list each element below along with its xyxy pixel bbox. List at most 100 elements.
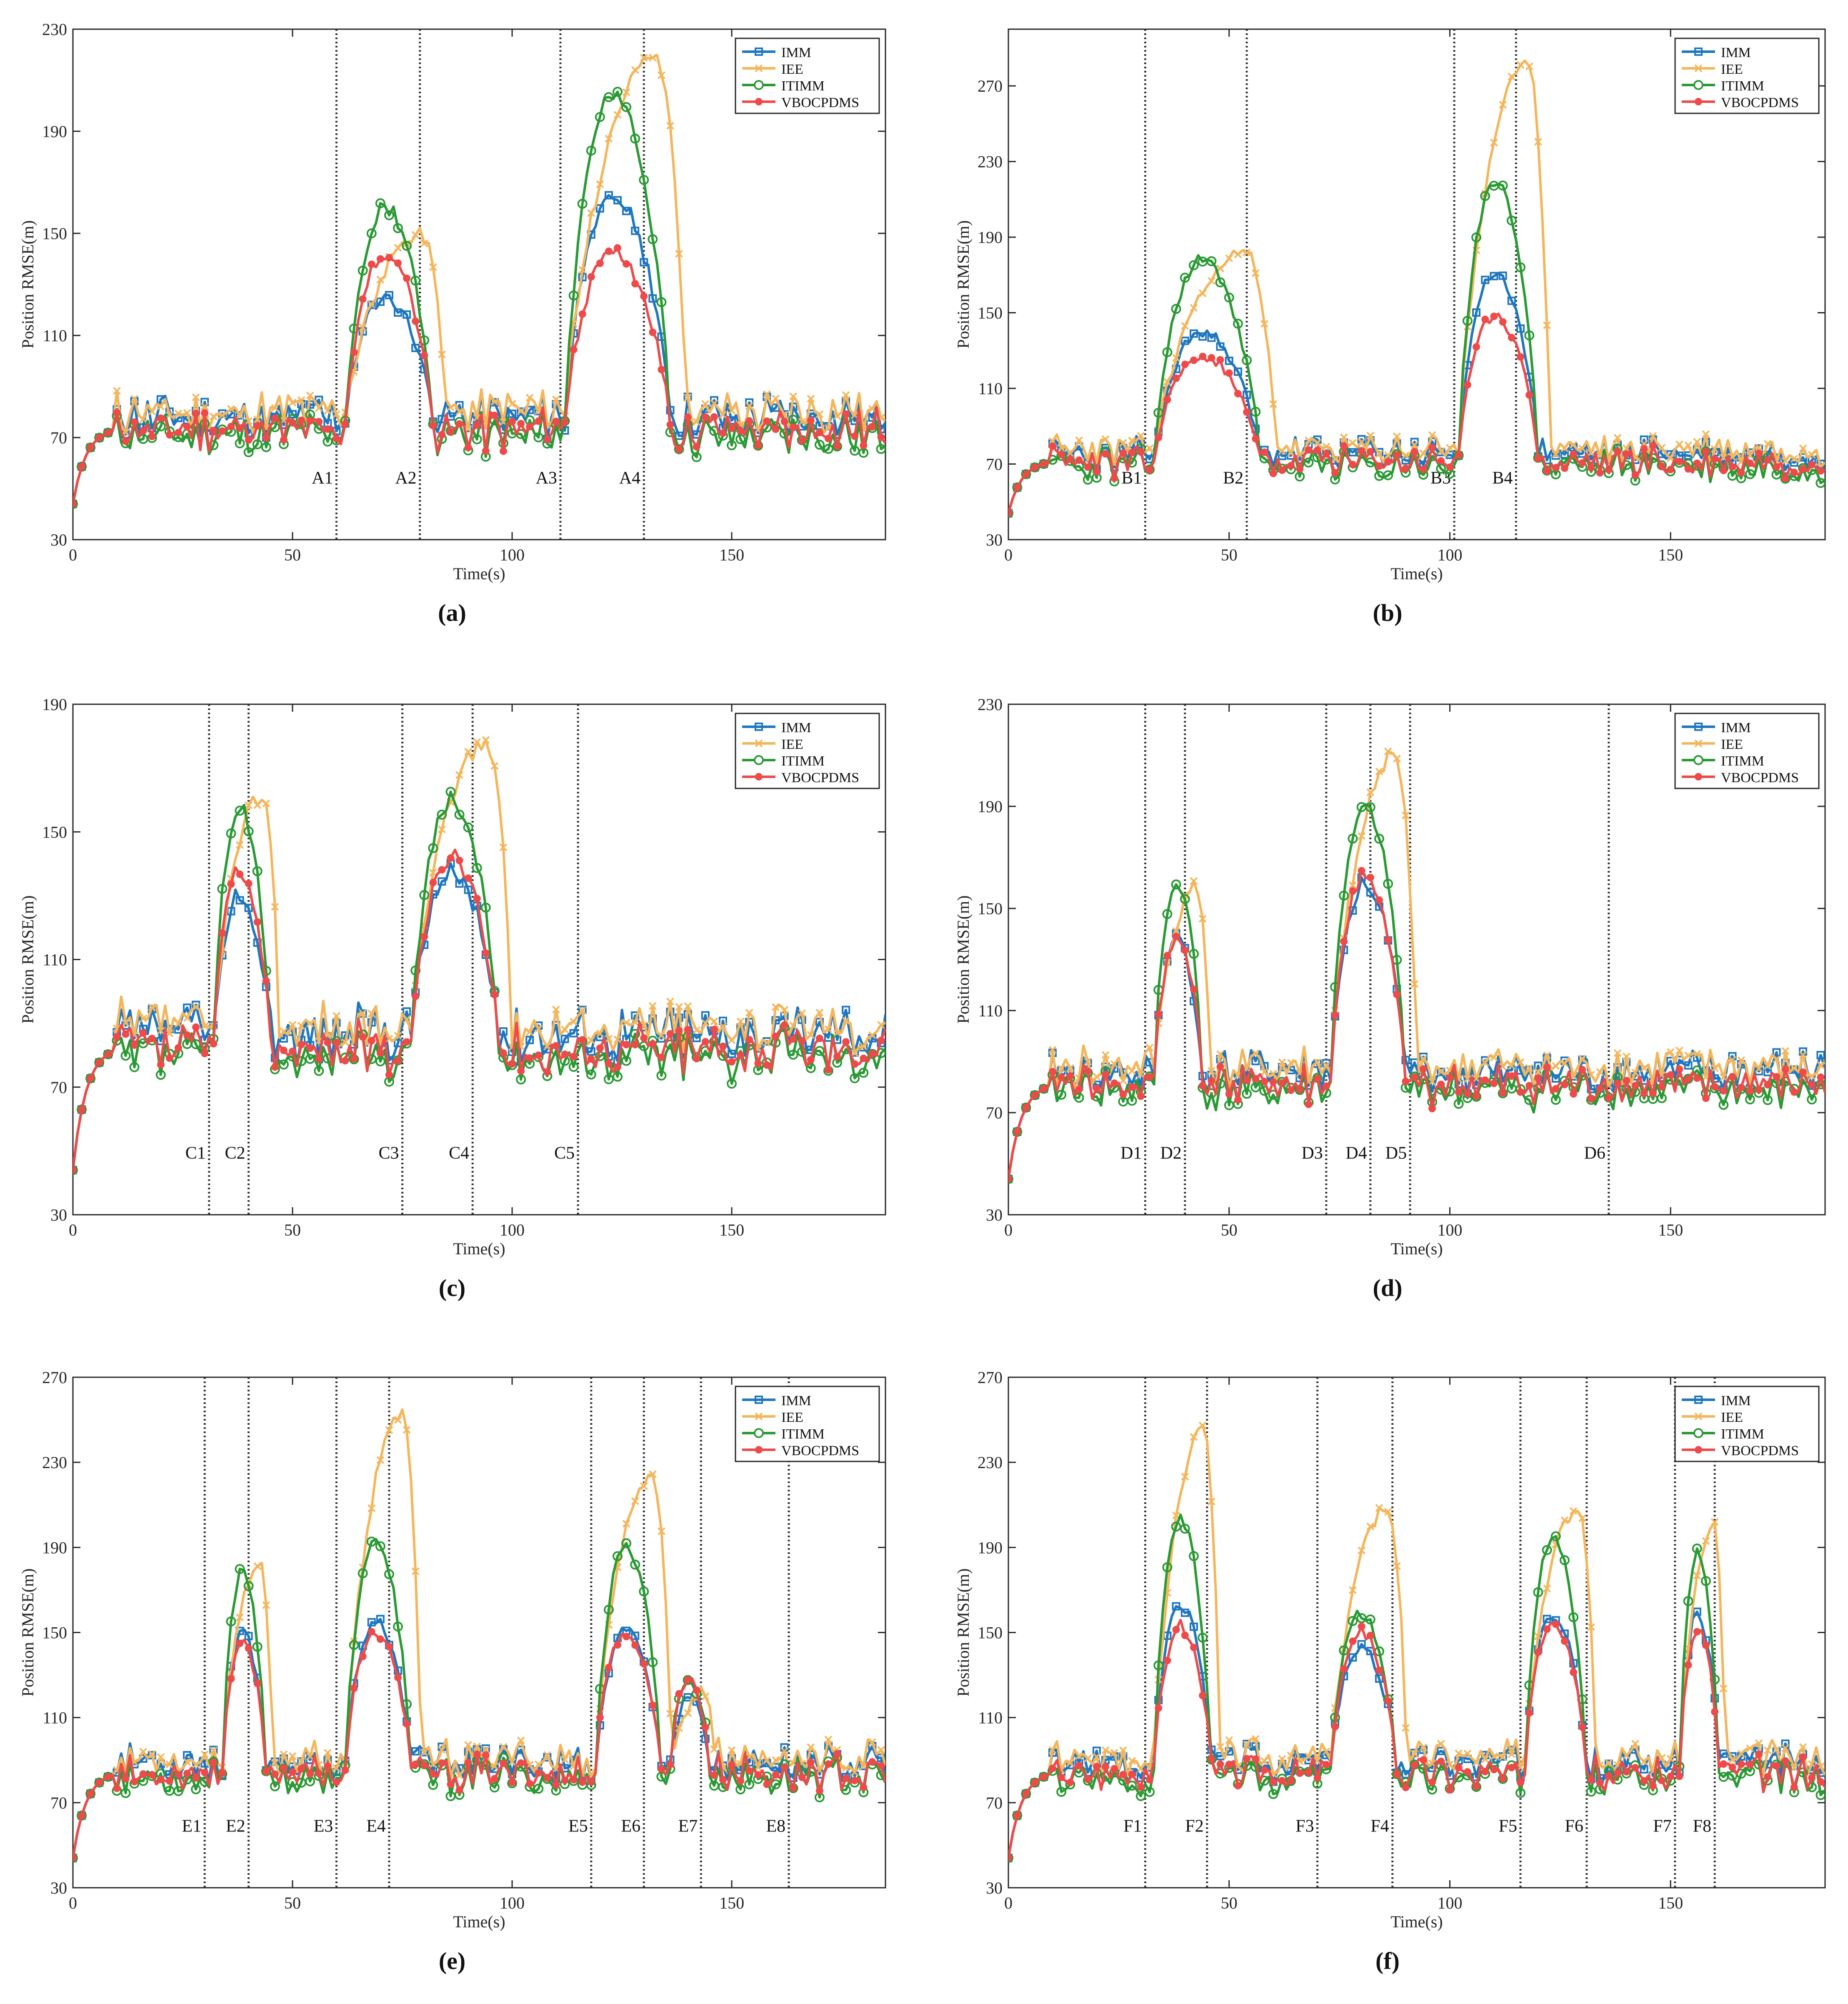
data-point-IMM: [411, 1747, 420, 1756]
data-point-VBOCPDMS: [798, 1037, 806, 1045]
data-point-ITIMM: [630, 1028, 640, 1039]
event-label: E4: [366, 1816, 386, 1836]
data-point-VBOCPDMS: [623, 1041, 630, 1048]
data-point-IEE: [745, 1008, 753, 1017]
data-point-IEE: [807, 1743, 815, 1751]
data-point-IEE: [728, 406, 736, 415]
data-point-VBOCPDMS: [1428, 1105, 1436, 1113]
legend-label: ITIMM: [781, 753, 825, 769]
y-tick-label: 190: [42, 122, 67, 141]
data-point-IEE: [157, 1027, 165, 1035]
data-point-IMM: [1507, 296, 1516, 305]
data-point-IEE: [200, 1750, 209, 1759]
data-point-VBOCPDMS: [1631, 471, 1639, 479]
data-point-VBOCPDMS: [517, 1067, 525, 1075]
data-point-IEE: [1666, 454, 1675, 462]
data-point-IEE: [1543, 321, 1551, 329]
data-point-VBOCPDMS: [526, 1780, 534, 1788]
data-point-VBOCPDMS: [1305, 446, 1313, 454]
data-point-IEE: [1675, 1046, 1683, 1055]
data-point-IEE: [499, 843, 508, 851]
data-point-IEE: [209, 1746, 218, 1754]
data-point-ITIMM: [1418, 1074, 1428, 1085]
data-point-ITIMM: [191, 1784, 201, 1794]
data-point-VBOCPDMS: [1243, 1076, 1251, 1084]
panel-caption: (c): [439, 1274, 465, 1301]
data-point-VBOCPDMS: [535, 417, 543, 425]
data-point-VBOCPDMS: [552, 1042, 560, 1050]
data-point-VBOCPDMS: [860, 1054, 868, 1062]
data-point-VBOCPDMS: [1817, 1073, 1825, 1081]
data-point-IEE: [736, 1017, 745, 1026]
data-point-VBOCPDMS: [1155, 1011, 1163, 1018]
data-point-VBOCPDMS: [253, 1679, 261, 1687]
data-point-VBOCPDMS: [289, 419, 297, 427]
legend-label: IMM: [781, 1393, 811, 1409]
data-point-VBOCPDMS: [113, 1033, 121, 1041]
data-point-IEE: [1446, 444, 1454, 452]
data-point-VBOCPDMS: [306, 417, 314, 425]
data-point-VBOCPDMS: [1684, 1075, 1692, 1083]
data-point-VBOCPDMS: [1446, 1786, 1454, 1794]
data-point-IEE: [1145, 1043, 1154, 1052]
event-label: E5: [568, 1816, 588, 1836]
data-point-ITIMM: [278, 1059, 289, 1070]
data-point-VBOCPDMS: [1649, 1089, 1657, 1097]
data-point-ITIMM: [393, 223, 403, 233]
data-point-IEE: [534, 1024, 543, 1033]
data-point-VBOCPDMS: [429, 1770, 437, 1778]
data-point-VBOCPDMS: [1031, 1091, 1039, 1099]
y-tick-label: 110: [978, 1001, 1003, 1020]
data-point-IEE: [174, 409, 183, 418]
data-point-VBOCPDMS: [1393, 451, 1401, 459]
data-point-VBOCPDMS: [333, 1038, 340, 1046]
data-point-VBOCPDMS: [1525, 391, 1533, 399]
data-point-IEE: [1499, 100, 1507, 109]
data-point-VBOCPDMS: [1596, 469, 1604, 477]
data-point-IEE: [1287, 1751, 1295, 1760]
data-point-IMM: [1092, 1746, 1101, 1755]
data-point-VBOCPDMS: [1605, 465, 1613, 473]
data-point-VBOCPDMS: [1596, 1779, 1604, 1787]
data-point-IEE: [1393, 432, 1401, 440]
data-point-VBOCPDMS: [877, 1762, 885, 1770]
data-point-IEE: [368, 300, 376, 309]
data-point-IEE: [139, 1014, 148, 1023]
data-point-VBOCPDMS: [1013, 1128, 1021, 1136]
data-point-ITIMM: [103, 428, 113, 438]
data-point-VBOCPDMS: [280, 1764, 288, 1772]
data-point-VBOCPDMS: [1243, 408, 1251, 416]
data-point-IEE: [1684, 1051, 1692, 1060]
data-point-IEE: [1534, 138, 1542, 146]
data-point-VBOCPDMS: [842, 410, 850, 418]
data-point-IMM: [1719, 1749, 1728, 1758]
data-point-IEE: [578, 1006, 587, 1015]
data-point-ITIMM: [586, 145, 596, 156]
panel-caption: (d): [1373, 1274, 1403, 1301]
data-point-IEE: [1260, 1068, 1268, 1076]
data-point-VBOCPDMS: [1375, 1666, 1383, 1674]
data-point-IEE: [1799, 1051, 1807, 1059]
x-tick-label: 0: [69, 1894, 77, 1912]
data-point-VBOCPDMS: [1817, 467, 1825, 475]
data-point-IEE: [1410, 980, 1419, 988]
legend-label: IEE: [781, 62, 803, 77]
data-point-VBOCPDMS: [1516, 353, 1524, 361]
y-tick-label: 30: [50, 1206, 67, 1224]
data-point-ITIMM: [621, 102, 632, 112]
data-point-IEE: [1455, 1749, 1463, 1757]
data-point-VBOCPDMS: [1199, 1082, 1207, 1090]
data-point-VBOCPDMS: [517, 1759, 525, 1767]
data-point-IEE: [1781, 457, 1790, 465]
data-point-VBOCPDMS: [350, 348, 358, 356]
x-tick-label: 100: [1437, 1894, 1462, 1912]
chart-panel-c: 30 70 110 150 190 0 50 100 150 Time(s) Position RM…: [18, 695, 886, 1301]
data-point-IMM: [587, 1047, 595, 1056]
data-point-IEE: [842, 1017, 850, 1025]
data-point-VBOCPDMS: [1375, 896, 1383, 904]
data-point-ITIMM: [375, 198, 385, 208]
data-point-IMM: [1472, 308, 1481, 317]
data-point-VBOCPDMS: [535, 1051, 543, 1059]
legend-marker: [1693, 755, 1703, 765]
data-point-IEE: [719, 1022, 727, 1030]
